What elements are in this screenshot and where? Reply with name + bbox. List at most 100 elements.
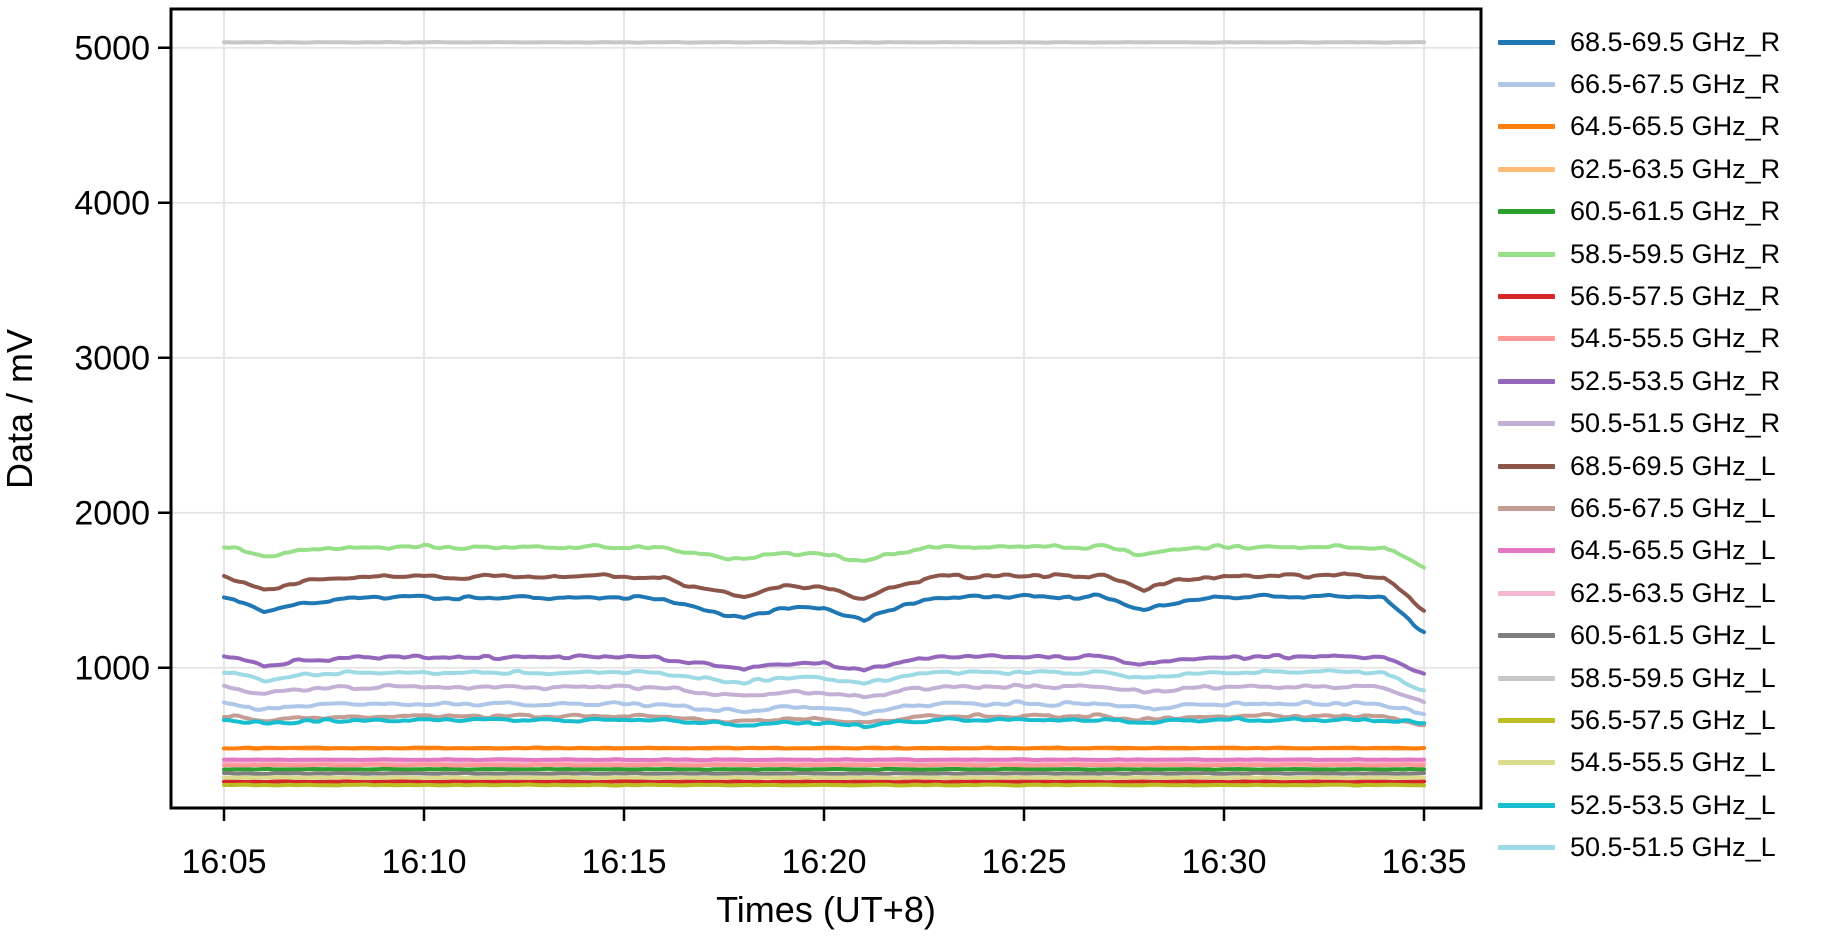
legend-label: 54.5-55.5 GHz_L [1570, 747, 1776, 778]
series-layer [222, 40, 1426, 788]
series-line-68-5-69-5-ghz-r [222, 592, 1426, 635]
x-tick-label: 16:05 [181, 843, 266, 881]
legend-label: 60.5-61.5 GHz_R [1570, 196, 1781, 227]
legend-item: 54.5-55.5 GHz_R [1498, 318, 1780, 360]
series-line-58-5-59-5-ghz-r [222, 542, 1426, 570]
legend-swatch [1498, 505, 1555, 511]
legend-label: 68.5-69.5 GHz_R [1570, 26, 1781, 57]
legend-item: 66.5-67.5 GHz_L [1498, 487, 1780, 529]
legend-swatch [1498, 760, 1555, 766]
legend-swatch [1498, 845, 1555, 851]
series-line-66-5-67-5-ghz-r [222, 699, 1426, 717]
legend-swatch [1498, 717, 1555, 723]
series-line-64-5-65-5-ghz-r [222, 745, 1426, 751]
x-tick-label: 16:25 [981, 843, 1066, 881]
legend-item: 68.5-69.5 GHz_L [1498, 445, 1780, 487]
y-tick-label: 5000 [74, 30, 150, 68]
legend-item: 64.5-65.5 GHz_R [1498, 106, 1780, 148]
series-line-60-5-61-5-ghz-l [222, 770, 1426, 776]
legend-label: 50.5-51.5 GHz_L [1570, 832, 1776, 863]
axis-layer: 16:05 16:10 16:15 16:20 16:25 16:30 16:35 1000 2… [74, 7, 1483, 881]
legend-swatch [1498, 378, 1555, 384]
series-line-64-5-65-5-ghz-l [222, 757, 1426, 763]
legend-item: 60.5-61.5 GHz_L [1498, 614, 1780, 656]
series-line-56-5-57-5-ghz-l [222, 782, 1426, 788]
series-line-50-5-51-5-ghz-r [222, 682, 1426, 705]
series-line-54-5-55-5-ghz-r [222, 762, 1426, 768]
legend-label: 62.5-63.5 GHz_R [1570, 153, 1781, 184]
series-line-52-5-53-5-ghz-l [222, 716, 1426, 730]
legend-label: 52.5-53.5 GHz_L [1570, 789, 1776, 820]
legend: 68.5-69.5 GHz_R 66.5-67.5 GHz_R 64.5-65.5 … [1498, 21, 1780, 869]
series-line-58-5-59-5-ghz-l [222, 40, 1426, 45]
legend-item: 52.5-53.5 GHz_L [1498, 784, 1780, 826]
legend-swatch [1498, 675, 1555, 681]
legend-swatch [1498, 336, 1555, 342]
series-line-60-5-61-5-ghz-r [222, 766, 1426, 772]
legend-label: 66.5-67.5 GHz_R [1570, 69, 1781, 100]
legend-swatch [1498, 39, 1555, 45]
series-line-68-5-69-5-ghz-l [222, 571, 1426, 613]
legend-swatch [1498, 294, 1555, 300]
legend-label: 56.5-57.5 GHz_L [1570, 704, 1776, 735]
legend-item: 64.5-65.5 GHz_L [1498, 530, 1780, 572]
legend-item: 62.5-63.5 GHz_L [1498, 572, 1780, 614]
legend-swatch [1498, 463, 1555, 469]
legend-item: 62.5-63.5 GHz_R [1498, 148, 1780, 190]
legend-swatch [1498, 166, 1555, 172]
y-axis-label: Data / mV [0, 329, 40, 489]
x-tick-label: 16:20 [781, 843, 866, 881]
legend-swatch [1498, 590, 1555, 596]
legend-label: 50.5-51.5 GHz_R [1570, 408, 1781, 439]
legend-item: 56.5-57.5 GHz_L [1498, 699, 1780, 741]
x-tick-label: 16:15 [581, 843, 666, 881]
legend-item: 58.5-59.5 GHz_R [1498, 233, 1780, 275]
legend-item: 66.5-67.5 GHz_R [1498, 63, 1780, 105]
series-line-66-5-67-5-ghz-l [222, 712, 1426, 728]
series-line-50-5-51-5-ghz-l [222, 668, 1426, 693]
legend-item: 52.5-53.5 GHz_R [1498, 360, 1780, 402]
legend-swatch [1498, 82, 1555, 88]
grid-layer [171, 9, 1481, 808]
x-tick-label: 16:10 [381, 843, 466, 881]
y-tick-label: 2000 [74, 495, 150, 533]
legend-swatch [1498, 209, 1555, 215]
legend-label: 58.5-59.5 GHz_L [1570, 662, 1776, 693]
y-tick-label: 4000 [74, 185, 150, 223]
legend-swatch [1498, 251, 1555, 257]
legend-label: 56.5-57.5 GHz_R [1570, 281, 1781, 312]
legend-swatch [1498, 548, 1555, 554]
legend-item: 50.5-51.5 GHz_R [1498, 403, 1780, 445]
x-axis-label: Times (UT+8) [716, 889, 936, 930]
legend-label: 62.5-63.5 GHz_L [1570, 577, 1776, 608]
series-line-62-5-63-5-ghz-l [222, 759, 1426, 765]
legend-label: 66.5-67.5 GHz_L [1570, 492, 1776, 523]
legend-item: 68.5-69.5 GHz_R [1498, 21, 1780, 63]
legend-swatch [1498, 633, 1555, 639]
legend-label: 54.5-55.5 GHz_R [1570, 323, 1781, 354]
series-line-54-5-55-5-ghz-l [222, 775, 1426, 781]
y-tick-label: 3000 [74, 340, 150, 378]
legend-item: 58.5-59.5 GHz_L [1498, 657, 1780, 699]
legend-item: 60.5-61.5 GHz_R [1498, 191, 1780, 233]
series-line-52-5-53-5-ghz-r [222, 653, 1426, 676]
legend-label: 52.5-53.5 GHz_R [1570, 365, 1781, 396]
series-line-56-5-57-5-ghz-r [222, 779, 1426, 785]
legend-label: 58.5-59.5 GHz_R [1570, 238, 1781, 269]
legend-item: 50.5-51.5 GHz_L [1498, 826, 1780, 868]
legend-label: 64.5-65.5 GHz_L [1570, 535, 1776, 566]
legend-label: 68.5-69.5 GHz_L [1570, 450, 1776, 481]
legend-swatch [1498, 124, 1555, 130]
y-tick-label: 1000 [74, 650, 150, 688]
legend-swatch [1498, 802, 1555, 808]
legend-item: 54.5-55.5 GHz_L [1498, 742, 1780, 784]
legend-swatch [1498, 421, 1555, 427]
x-tick-label: 16:30 [1181, 843, 1266, 881]
legend-label: 64.5-65.5 GHz_R [1570, 111, 1781, 142]
x-tick-label: 16:35 [1381, 843, 1466, 881]
legend-item: 56.5-57.5 GHz_R [1498, 275, 1780, 317]
legend-label: 60.5-61.5 GHz_L [1570, 620, 1776, 651]
plot-border [169, 7, 1483, 810]
